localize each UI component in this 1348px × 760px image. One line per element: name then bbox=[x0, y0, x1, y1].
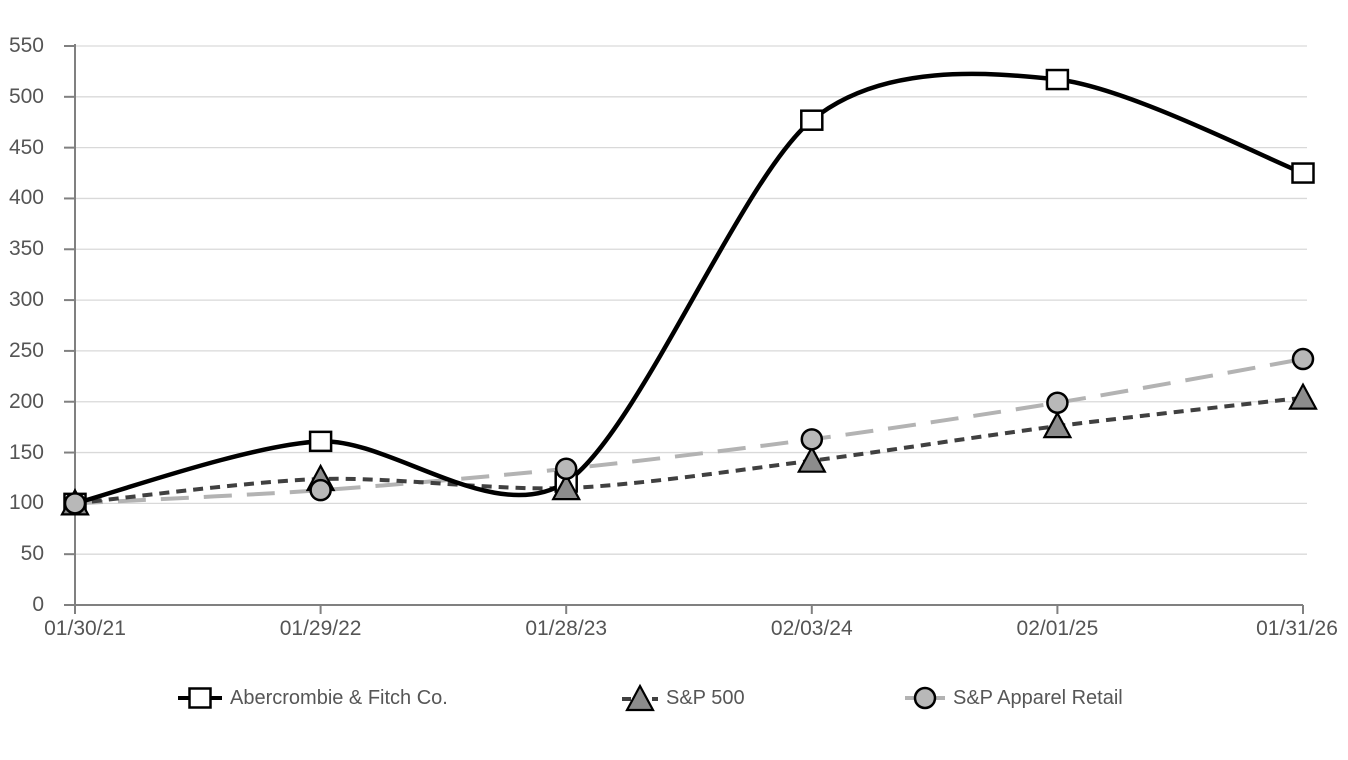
x-tick-label: 01/30/21 bbox=[44, 617, 126, 640]
marker-square-abercrombie-fitch-co-1 bbox=[308, 430, 333, 453]
marker-circle-s-p-apparel-retail-2 bbox=[554, 457, 578, 481]
series-line-s-p-500 bbox=[74, 395, 1304, 506]
circle-series-marker-icon bbox=[905, 686, 945, 710]
marker-square-abercrombie-fitch-co-4 bbox=[1045, 68, 1070, 91]
series-line-abercrombie-fitch-co bbox=[74, 71, 1304, 506]
y-tick-label: 300 bbox=[8, 288, 44, 312]
marker-circle-s-p-apparel-retail-5 bbox=[1291, 347, 1315, 371]
marker-triangle-s-p-500-3 bbox=[796, 445, 827, 473]
x-tick-label: 01/28/23 bbox=[525, 617, 608, 640]
legend-label: S&P 500 bbox=[666, 686, 745, 709]
marker-circle-s-p-apparel-retail-1 bbox=[309, 478, 332, 502]
x-tick-label: 01/29/22 bbox=[279, 617, 362, 640]
marker-triangle-s-p-500-4 bbox=[1042, 410, 1073, 439]
legend: Abercrombie & Fitch Co. S&P 500 S&P Appa… bbox=[0, 682, 1348, 714]
legend-label: Abercrombie & Fitch Co. bbox=[230, 686, 448, 709]
marker-circle-s-p-apparel-retail-0 bbox=[63, 492, 87, 515]
marker-triangle-s-p-500-5 bbox=[1288, 382, 1318, 410]
y-tick-label: 200 bbox=[8, 389, 44, 413]
y-tick-label: 250 bbox=[8, 338, 44, 362]
legend-label: S&P Apparel Retail bbox=[953, 686, 1123, 709]
marker-square-abercrombie-fitch-co-5 bbox=[1291, 162, 1315, 184]
y-tick-label: 450 bbox=[8, 135, 44, 159]
y-tick-label: 400 bbox=[8, 186, 44, 210]
x-tick-label: 02/01/25 bbox=[1016, 617, 1099, 640]
y-tick-label: 100 bbox=[8, 491, 44, 515]
y-tick-label: 350 bbox=[8, 237, 44, 261]
marker-triangle-s-p-500-2 bbox=[551, 472, 582, 501]
marker-circle-s-p-apparel-retail-3 bbox=[800, 428, 824, 451]
square-series-marker-icon bbox=[178, 687, 222, 709]
marker-circle-s-p-apparel-retail-4 bbox=[1046, 391, 1069, 414]
y-tick-label: 550 bbox=[8, 34, 44, 57]
y-tick-label: 500 bbox=[8, 84, 44, 108]
triangle-series-marker-icon bbox=[622, 683, 658, 712]
y-tick-label: 0 bbox=[32, 593, 44, 616]
marker-square-abercrombie-fitch-co-3 bbox=[800, 109, 824, 131]
x-tick-label: 01/31/26 bbox=[1256, 617, 1338, 640]
series-line-s-p-apparel-retail bbox=[74, 357, 1304, 506]
x-tick-label: 02/03/24 bbox=[770, 617, 853, 640]
legend-item-sp-apparel-retail: S&P Apparel Retail bbox=[905, 682, 1123, 714]
legend-item-sp500: S&P 500 bbox=[622, 682, 745, 714]
y-tick-label: 150 bbox=[8, 440, 44, 464]
legend-item-abercrombie-fitch: Abercrombie & Fitch Co. bbox=[178, 682, 448, 714]
y-tick-label: 50 bbox=[20, 542, 44, 566]
